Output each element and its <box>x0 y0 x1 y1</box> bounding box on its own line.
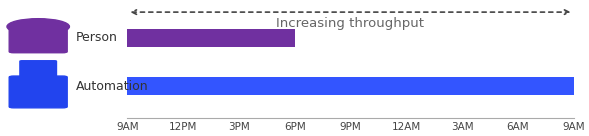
Text: Increasing throughput: Increasing throughput <box>276 17 425 30</box>
Text: Person: Person <box>76 31 118 44</box>
Text: Automation: Automation <box>76 80 149 93</box>
FancyBboxPatch shape <box>9 28 67 53</box>
Bar <box>127 77 574 95</box>
Bar <box>127 29 294 47</box>
Circle shape <box>7 19 70 35</box>
FancyBboxPatch shape <box>20 61 57 77</box>
FancyBboxPatch shape <box>9 76 67 108</box>
